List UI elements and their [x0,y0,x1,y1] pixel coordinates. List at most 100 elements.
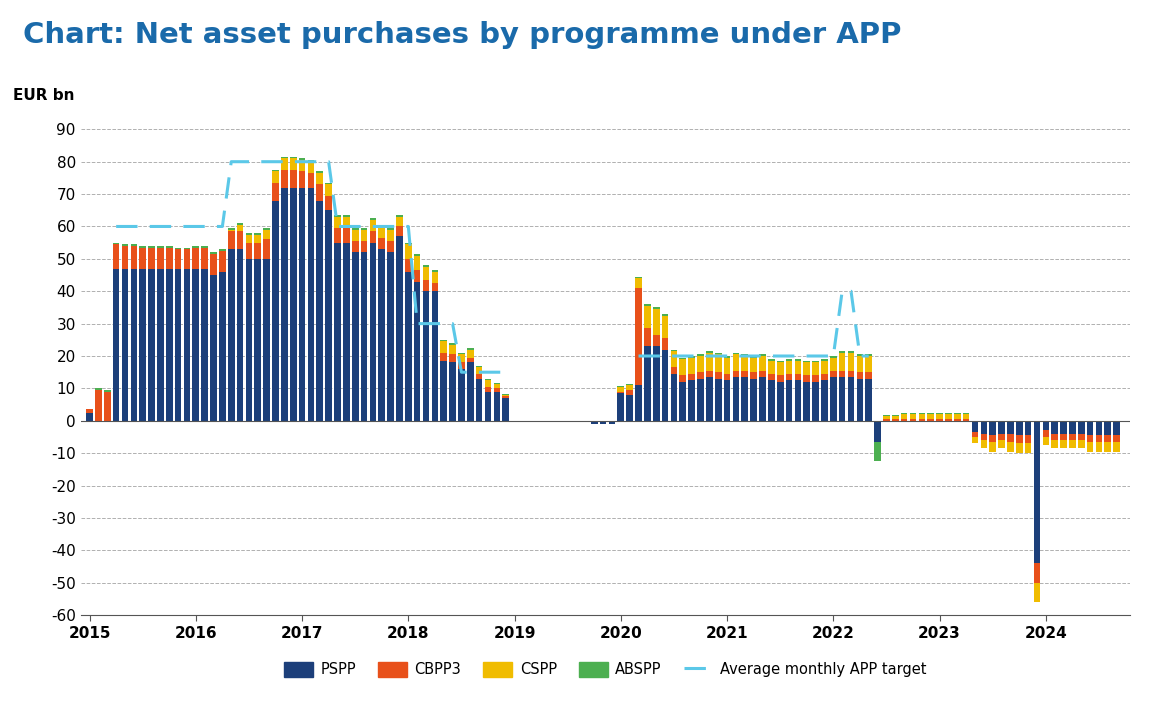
Bar [193,269,199,421]
Bar [679,382,686,421]
Bar [1042,437,1049,445]
Bar [183,247,190,249]
Bar [1016,421,1023,436]
Bar [130,246,137,269]
Bar [653,346,660,421]
Bar [839,377,845,421]
Bar [493,383,500,388]
Bar [768,380,775,421]
Bar [1069,433,1076,440]
Bar [706,351,713,353]
Bar [104,392,111,421]
Bar [679,359,686,375]
Bar [732,353,739,354]
Bar [1016,443,1023,453]
Bar [255,235,261,243]
Bar [431,283,438,291]
Bar [1052,421,1058,433]
Bar [972,437,978,443]
Bar [193,246,199,247]
Bar [635,276,642,279]
Bar [175,247,181,249]
Bar [804,375,811,382]
Bar [626,395,633,421]
Bar [1016,436,1023,443]
Bar [344,243,349,421]
Bar [140,246,146,247]
Bar [698,379,703,421]
Bar [866,354,872,356]
Bar [1095,421,1102,436]
Bar [945,414,951,419]
Bar [476,366,482,368]
Bar [741,354,748,356]
Bar [883,419,890,421]
Bar [130,245,137,246]
Bar [193,247,199,269]
Bar [281,187,288,421]
Bar [166,246,173,247]
Bar [431,270,438,271]
Bar [998,433,1005,440]
Bar [741,356,748,370]
Bar [493,392,500,421]
Bar [352,230,359,241]
Bar [378,249,385,421]
Bar [715,353,722,354]
Bar [847,351,854,353]
Bar [1095,442,1102,452]
Bar [308,187,315,421]
Bar [821,380,828,421]
Bar [751,379,758,421]
Bar [289,157,296,158]
Bar [706,353,713,370]
Bar [785,374,792,380]
Bar [210,275,217,421]
Bar [378,238,385,249]
Bar [653,335,660,346]
Bar [839,370,845,377]
Bar [741,370,748,377]
Bar [414,256,421,270]
Bar [804,382,811,421]
Bar [263,259,270,421]
Bar [308,162,315,173]
Bar [299,160,306,171]
Bar [484,387,491,392]
Bar [344,215,349,217]
Bar [86,413,93,421]
Bar [316,185,323,201]
Bar [484,392,491,421]
Bar [626,390,633,395]
Bar [405,271,412,421]
Bar [671,349,677,351]
Bar [751,372,758,379]
Bar [370,218,376,220]
Bar [1052,440,1058,448]
Bar [751,358,758,372]
Bar [698,372,703,379]
Bar [431,291,438,421]
Bar [423,267,429,280]
Bar [219,271,226,421]
Bar [759,370,766,377]
Bar [423,280,429,291]
Bar [732,370,739,377]
Bar [857,354,864,356]
Bar [919,419,925,421]
Bar [140,247,146,269]
Bar [777,375,784,382]
Bar [1025,436,1032,443]
Bar [768,374,775,380]
Bar [892,415,898,416]
Bar [645,306,650,329]
Bar [724,374,730,380]
Bar [431,271,438,283]
Bar [645,329,650,346]
Bar [299,187,306,421]
Bar [653,309,660,335]
Bar [804,361,811,363]
Bar [618,392,624,393]
Bar [785,380,792,421]
Bar [467,363,474,421]
